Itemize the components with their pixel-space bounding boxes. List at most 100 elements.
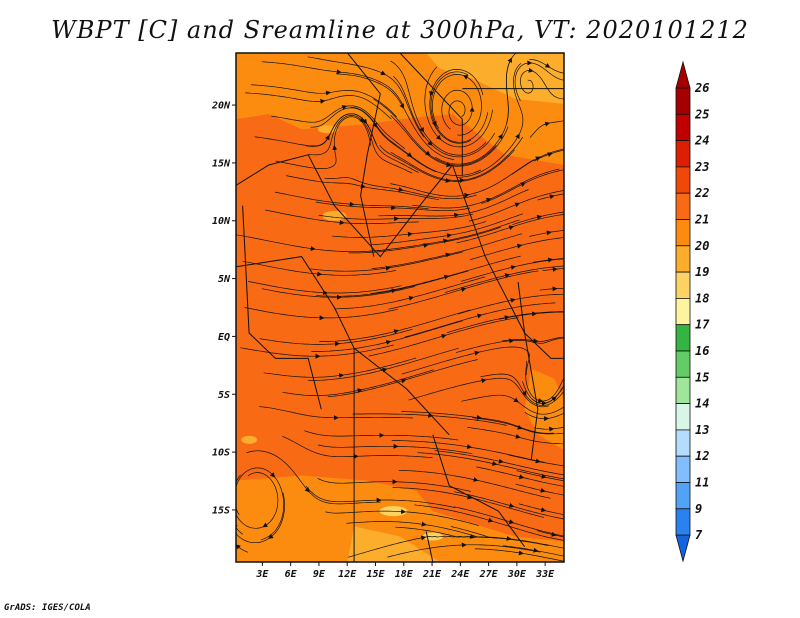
streamline-arrow bbox=[540, 487, 546, 493]
streamline-arrow bbox=[498, 458, 504, 464]
streamline-arrow bbox=[382, 367, 388, 373]
x-tick-label: 3E bbox=[255, 569, 269, 580]
streamline-arrow bbox=[508, 502, 515, 508]
streamline-arrow bbox=[476, 313, 483, 319]
y-tick-label: 5S bbox=[218, 390, 230, 401]
y-tick-label: 10N bbox=[212, 216, 231, 227]
streamline-arrow bbox=[504, 273, 511, 279]
colorbar-label: 26 bbox=[694, 81, 709, 95]
x-tick-label: 15E bbox=[366, 569, 385, 580]
streamline-arrow bbox=[362, 118, 368, 125]
wbpt-patch-2 bbox=[241, 435, 258, 444]
colorbar-label: 9 bbox=[695, 502, 702, 516]
streamline-arrow bbox=[420, 535, 427, 541]
colorbar-label: 23 bbox=[694, 160, 709, 174]
y-tick-label: 15S bbox=[212, 505, 230, 516]
x-tick-label: 33E bbox=[535, 569, 555, 580]
colorbar-swatch bbox=[675, 192, 691, 220]
x-tick-label: 27E bbox=[479, 569, 499, 580]
streamline-arrow bbox=[357, 388, 363, 394]
colorbar-swatch bbox=[675, 350, 691, 378]
x-tick-label: 18E bbox=[395, 569, 414, 580]
streamline-arrow bbox=[520, 182, 526, 188]
streamline-arrow bbox=[485, 198, 492, 203]
streamline-arrow bbox=[544, 63, 551, 68]
colorbar-swatch bbox=[675, 508, 691, 536]
streamline-arrow bbox=[521, 390, 527, 397]
plot-area bbox=[236, 53, 564, 562]
streamline-arrow bbox=[372, 122, 378, 128]
plot-frame bbox=[235, 52, 565, 563]
streamline-arrow bbox=[481, 378, 487, 384]
streamline-arrow bbox=[460, 287, 467, 292]
streamline-arrow bbox=[551, 531, 557, 537]
streamline-arrow bbox=[516, 243, 523, 249]
colorbar-swatch bbox=[675, 324, 691, 352]
streamline-arrow bbox=[380, 70, 387, 75]
colorbar-label: 22 bbox=[694, 186, 709, 200]
x-tick-label: 21E bbox=[422, 569, 442, 580]
streamline-arrow bbox=[535, 458, 541, 464]
streamline-arrow bbox=[508, 225, 515, 231]
streamline-arrow bbox=[518, 474, 525, 480]
streamline-arrow bbox=[427, 140, 433, 146]
colorbar-upper-arrow bbox=[675, 60, 691, 89]
wbpt-patch-0 bbox=[317, 125, 338, 134]
y-tick-label: 5N bbox=[218, 274, 231, 285]
streamline-arrow bbox=[473, 477, 479, 482]
streamline-arrow bbox=[517, 424, 523, 430]
streamline-arrow bbox=[514, 202, 521, 208]
streamline-arrow bbox=[537, 397, 544, 403]
streamline-arrow bbox=[544, 121, 551, 127]
streamline-arrow bbox=[445, 162, 452, 168]
colorbar-label: 19 bbox=[695, 265, 709, 279]
streamline-arrow bbox=[536, 214, 543, 220]
x-tick-label: 9E bbox=[313, 569, 326, 580]
streamline-arrow bbox=[431, 120, 437, 127]
streamline-arrow bbox=[400, 378, 407, 384]
colorbar-swatch bbox=[675, 297, 691, 326]
streamlines bbox=[236, 53, 564, 562]
colorbar-label: 14 bbox=[695, 397, 709, 411]
colorbar: 26 25 24 23 22 21 20 19 18 17 16 15 14 13 12 11 9 7 bbox=[675, 60, 710, 563]
streamline-arrow bbox=[262, 522, 269, 528]
streamline-arrow bbox=[491, 460, 498, 466]
colorbar-label: 15 bbox=[695, 370, 709, 384]
streamline-arrow bbox=[359, 117, 365, 123]
streamline-arrow bbox=[551, 396, 557, 402]
y-tick-label: 10S bbox=[212, 448, 230, 459]
streamline-arrow bbox=[497, 133, 503, 140]
x-tick-label: 24E bbox=[450, 569, 470, 580]
y-tick-label: EQ bbox=[218, 332, 230, 343]
colorbar-label: 11 bbox=[695, 476, 709, 490]
x-tick-label: 12E bbox=[338, 569, 357, 580]
colorbar-swatch bbox=[675, 245, 691, 273]
streamline-arrow bbox=[487, 517, 494, 523]
streamline-arrow bbox=[425, 150, 431, 156]
chart-title: WBPT [C] and Sreamline at 300hPa, VT: 20… bbox=[51, 16, 749, 44]
streamline-arrow bbox=[504, 315, 510, 321]
streamline-arrow bbox=[408, 295, 415, 301]
streamline-arrow bbox=[269, 472, 276, 478]
streamline-arrow bbox=[510, 265, 517, 270]
colorbar-label: 12 bbox=[695, 449, 709, 463]
x-tick-label: 30E bbox=[507, 569, 527, 580]
wbpt-region-north-core bbox=[426, 53, 564, 104]
colorbar-label: 25 bbox=[694, 107, 709, 121]
streamline-arrow bbox=[541, 473, 547, 479]
streamline-arrow bbox=[547, 152, 553, 158]
country-borders bbox=[236, 53, 564, 562]
streamline-arrow bbox=[510, 297, 516, 303]
streamline-arrow bbox=[445, 252, 451, 258]
streamline-arrow bbox=[435, 134, 442, 141]
y-tick-label: 20N bbox=[211, 101, 231, 112]
colorbar-swatch bbox=[675, 87, 691, 115]
colorbar-swatch bbox=[675, 482, 691, 510]
colorbar-lower-arrow bbox=[675, 534, 691, 563]
colorbar-swatch bbox=[675, 455, 691, 483]
streamline-arrow bbox=[441, 334, 447, 339]
colorbar-swatch bbox=[675, 403, 691, 431]
y-tick-label: 15N bbox=[212, 158, 231, 169]
streamline-arrow bbox=[474, 350, 480, 356]
x-tick-label: 6E bbox=[285, 569, 298, 580]
